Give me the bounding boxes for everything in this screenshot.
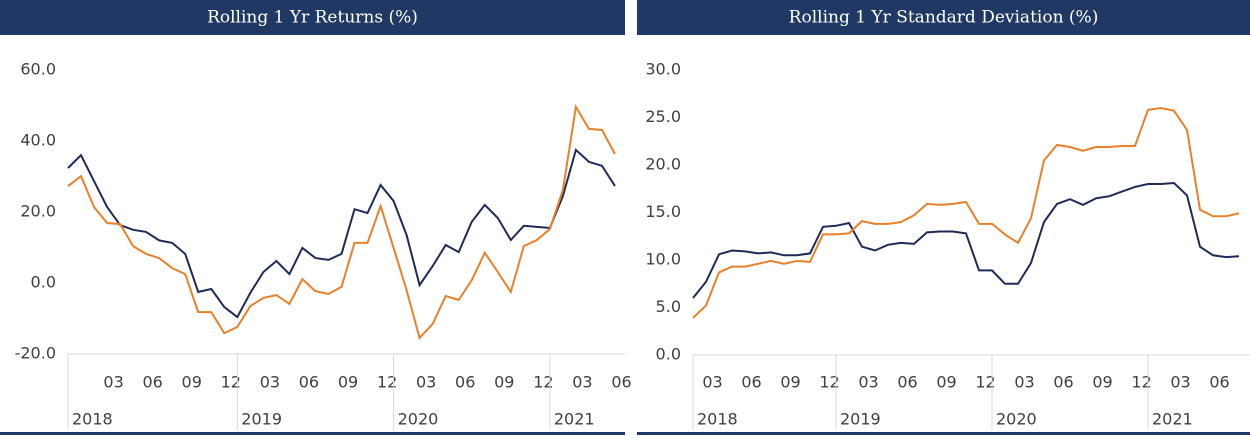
x-tick-label: 03 <box>1170 373 1190 392</box>
title-bar <box>637 0 1250 35</box>
x-tick-label: 09 <box>182 373 202 392</box>
y-tick-label: 25.0 <box>645 107 681 126</box>
series-line <box>692 106 1240 319</box>
x-tick-label: 12 <box>533 373 553 392</box>
series-line <box>67 148 616 319</box>
bottom-border <box>637 432 1250 435</box>
year-label: 2019 <box>840 410 881 429</box>
x-tick-label: 12 <box>975 373 995 392</box>
x-tick-label: 06 <box>897 373 917 392</box>
x-tick-label: 09 <box>338 373 358 392</box>
x-tick-label: 09 <box>780 373 800 392</box>
x-tick-label: 03 <box>103 373 123 392</box>
series-line <box>692 181 1240 299</box>
x-tick-label: 09 <box>494 373 514 392</box>
year-label: 2021 <box>554 410 595 429</box>
year-label: 2020 <box>398 410 439 429</box>
x-tick-label: 12 <box>819 373 839 392</box>
x-tick-label: 06 <box>455 373 475 392</box>
x-tick-label: 12 <box>377 373 397 392</box>
x-tick-label: 06 <box>142 373 162 392</box>
y-tick-label: 0.0 <box>31 273 56 292</box>
x-tick-label: 06 <box>1053 373 1073 392</box>
x-tick-label: 03 <box>260 373 280 392</box>
x-tick-label: 06 <box>299 373 319 392</box>
year-label: 2021 <box>1152 410 1193 429</box>
x-tick-label: 03 <box>1014 373 1034 392</box>
year-label: 2018 <box>72 410 113 429</box>
y-tick-label: 60.0 <box>20 60 56 79</box>
year-label: 2020 <box>996 410 1037 429</box>
y-tick-label: 20.0 <box>20 202 56 221</box>
x-tick-label: 12 <box>1131 373 1151 392</box>
x-tick-label: 12 <box>221 373 241 392</box>
y-tick-label: 5.0 <box>656 297 681 316</box>
x-tick-label: 06 <box>741 373 761 392</box>
x-tick-label: 03 <box>702 373 722 392</box>
year-label: 2018 <box>697 410 738 429</box>
x-tick-label: 03 <box>858 373 878 392</box>
y-tick-label: 15.0 <box>645 202 681 221</box>
x-tick-label: 09 <box>1092 373 1112 392</box>
chart-title: Rolling 1 Yr Standard Deviation (%) <box>789 8 1099 28</box>
title-bar <box>0 0 625 35</box>
x-tick-label: 03 <box>416 373 436 392</box>
y-tick-label: -20.0 <box>15 344 56 363</box>
year-label: 2019 <box>241 410 282 429</box>
x-tick-label: 09 <box>936 373 956 392</box>
y-tick-label: 0.0 <box>656 345 681 364</box>
y-tick-label: 20.0 <box>645 155 681 174</box>
y-tick-label: 10.0 <box>645 250 681 269</box>
x-tick-label: 06 <box>611 373 631 392</box>
bottom-border <box>0 432 625 435</box>
y-tick-label: 40.0 <box>20 131 56 150</box>
chart-title: Rolling 1 Yr Returns (%) <box>207 8 418 28</box>
x-tick-label: 03 <box>572 373 592 392</box>
y-tick-label: 30.0 <box>645 60 681 79</box>
series-line <box>67 104 616 341</box>
x-tick-label: 06 <box>1209 373 1229 392</box>
